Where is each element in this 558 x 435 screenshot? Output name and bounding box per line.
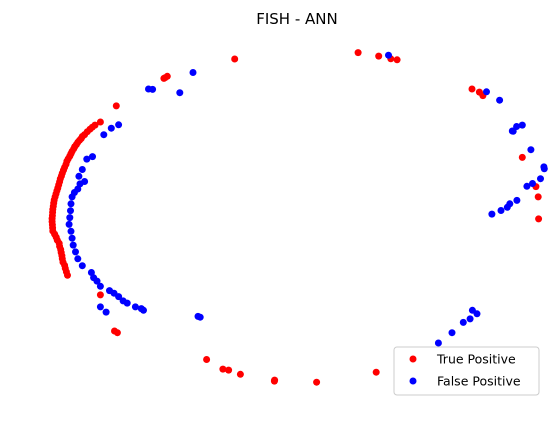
false-positive-point [78,166,86,173]
false-positive-point [67,207,74,215]
false-positive-point [67,227,75,235]
false-positive-point [385,51,392,59]
points-layer [48,49,548,386]
legend-box [393,346,540,396]
false-positive-point [66,214,74,222]
false-positive-point [89,153,96,161]
legend: True Positive False Positive [393,346,540,396]
false-positive-point [497,207,505,214]
false-positive-point [189,69,197,76]
false-positive-point [513,196,521,204]
false-positive-point [67,200,75,208]
false-positive-point [518,121,526,129]
false-positive-point [149,85,157,93]
true-positive-point [112,102,120,110]
false-positive-point [123,299,131,307]
false-positive-point [65,220,73,228]
false-positive-point [540,165,548,173]
false-positive-point [115,293,123,301]
false-positive-point [496,96,504,104]
legend-label-true-positive: True Positive [436,352,516,367]
true-positive-point [518,153,526,161]
false-positive-point [527,146,535,154]
true-positive-point [535,215,543,223]
legend-marker-true-positive [409,355,417,363]
false-positive-point [196,313,204,321]
false-positive-point [107,124,115,132]
legend-label-false-positive: False Positive [437,374,521,389]
true-positive-point [160,74,168,82]
true-positive-point [219,365,227,373]
chart-title: FISH - ANN [256,10,338,28]
false-positive-point [434,339,442,347]
false-positive-point [78,262,86,270]
false-positive-point [96,303,104,311]
false-positive-point [537,175,544,183]
true-positive-point [113,329,121,337]
false-positive-point [523,182,531,190]
true-positive-point [468,85,476,93]
false-positive-point [68,234,76,242]
false-positive-point [448,329,456,337]
false-positive-point [74,255,82,263]
true-positive-point [375,52,383,60]
true-positive-point [372,368,380,376]
true-positive-point [231,55,239,63]
false-positive-point [131,303,139,311]
false-positive-point [83,155,91,163]
false-positive-point [100,131,108,139]
true-positive-point [534,193,542,201]
true-positive-point [225,366,233,374]
true-positive-point [64,271,71,279]
false-positive-point [509,127,517,135]
false-positive-point [176,89,184,97]
false-positive-point [459,318,467,326]
false-positive-point [69,241,77,249]
true-positive-point [354,49,362,57]
false-positive-point [68,193,76,201]
false-positive-point [529,180,536,187]
false-positive-point [96,282,104,290]
false-positive-point [72,248,79,256]
series-false-positive [65,51,548,347]
true-positive-point [313,378,321,386]
false-positive-point [483,88,490,96]
true-positive-point [236,370,244,378]
true-positive-point [96,291,104,299]
false-positive-point [102,308,110,316]
false-positive-point [503,203,511,211]
true-positive-point [96,118,104,126]
false-positive-point [473,310,481,318]
true-positive-point [271,376,279,384]
false-positive-point [466,315,474,323]
true-positive-point [203,356,211,363]
false-positive-point [93,277,101,285]
false-positive-point [115,121,123,129]
series-true-positive [48,49,543,386]
false-positive-point [75,172,83,180]
false-positive-point [488,210,496,218]
true-positive-point [393,56,401,64]
false-positive-point [140,306,147,314]
legend-marker-false-positive [409,377,417,385]
